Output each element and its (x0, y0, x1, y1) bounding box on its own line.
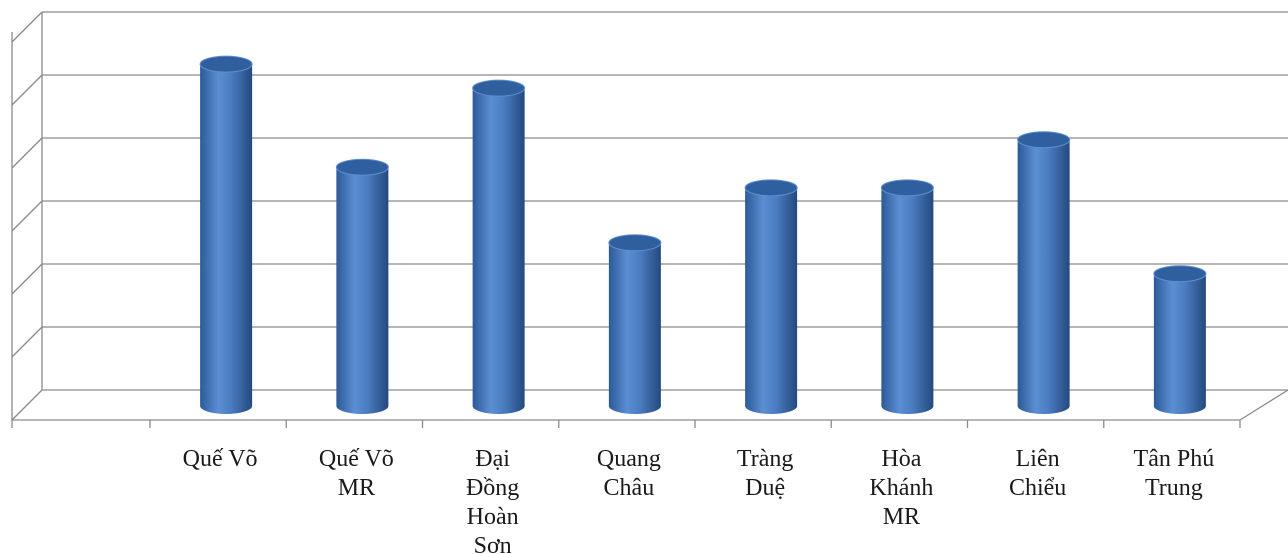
category-label-line: Chiểu (1009, 475, 1066, 501)
gridline-side (11, 11, 43, 43)
bar-body (1017, 139, 1070, 414)
category-label-line: Tân Phú (1134, 446, 1215, 472)
floor-right-edge (1239, 389, 1288, 421)
bar-top (880, 179, 934, 197)
category-label-line: Trung (1145, 475, 1203, 501)
gridline-side (11, 326, 43, 358)
bar-top (335, 158, 389, 176)
bar-body (745, 187, 798, 414)
gridline-side (11, 200, 43, 232)
category-label: Hòa Khánh MR (869, 446, 933, 530)
category-label-line: MR (338, 475, 375, 501)
gridline-side (11, 137, 43, 169)
bar (608, 234, 662, 414)
bar (199, 55, 253, 414)
category-label-line: Châu (604, 475, 655, 501)
category-label: Quế Võ (183, 446, 258, 472)
bar-top (744, 179, 798, 197)
bar (744, 179, 798, 414)
bars (199, 55, 1207, 414)
bar-body (881, 187, 934, 414)
category-label-line: Sơn (474, 533, 512, 554)
bar-body (1153, 273, 1206, 414)
category-label-line: Hoàn (467, 504, 519, 530)
category-label-line: Hòa (881, 446, 921, 472)
gridline-side (11, 74, 43, 106)
category-labels: Quế Võ Quế Võ MR Đại Đồng Hoàn Sơn Quang Châu Trà… (183, 446, 1215, 554)
category-label: Quang Châu (597, 446, 661, 501)
bar (880, 179, 934, 414)
bar-body (608, 242, 661, 414)
category-label-line: Quế Võ (319, 446, 394, 472)
bar (1017, 131, 1071, 414)
category-label-line: Duệ (745, 475, 785, 501)
bar-top (472, 79, 526, 97)
category-label: Đại Đồng Hoàn Sơn (466, 446, 519, 554)
category-label: Quế Võ MR (319, 446, 394, 501)
category-label: Tràng Duệ (737, 446, 793, 501)
category-label-line: Đại (475, 446, 510, 472)
category-label-line: Quế Võ (183, 446, 258, 472)
category-label-line: Quang (597, 446, 661, 472)
bar-top (1017, 131, 1071, 149)
bar-top (608, 234, 662, 252)
bar (1153, 265, 1207, 414)
bar (335, 158, 389, 414)
category-label-line: Liên (1016, 446, 1060, 472)
bar-top (199, 55, 253, 73)
category-label-line: Đồng (466, 475, 519, 501)
category-label: Liên Chiểu (1009, 446, 1066, 501)
category-label-line: MR (883, 504, 920, 530)
category-label-line: Khánh (869, 475, 933, 501)
gridline-side (11, 263, 43, 295)
category-label: Tân Phú Trung (1134, 446, 1215, 501)
bar-body (472, 88, 525, 414)
bar-body (336, 167, 389, 414)
category-label-line: Tràng (737, 446, 793, 472)
bar-body (200, 64, 253, 414)
bar-top (1153, 265, 1207, 283)
gridline-side (11, 389, 43, 421)
bar (472, 79, 526, 414)
